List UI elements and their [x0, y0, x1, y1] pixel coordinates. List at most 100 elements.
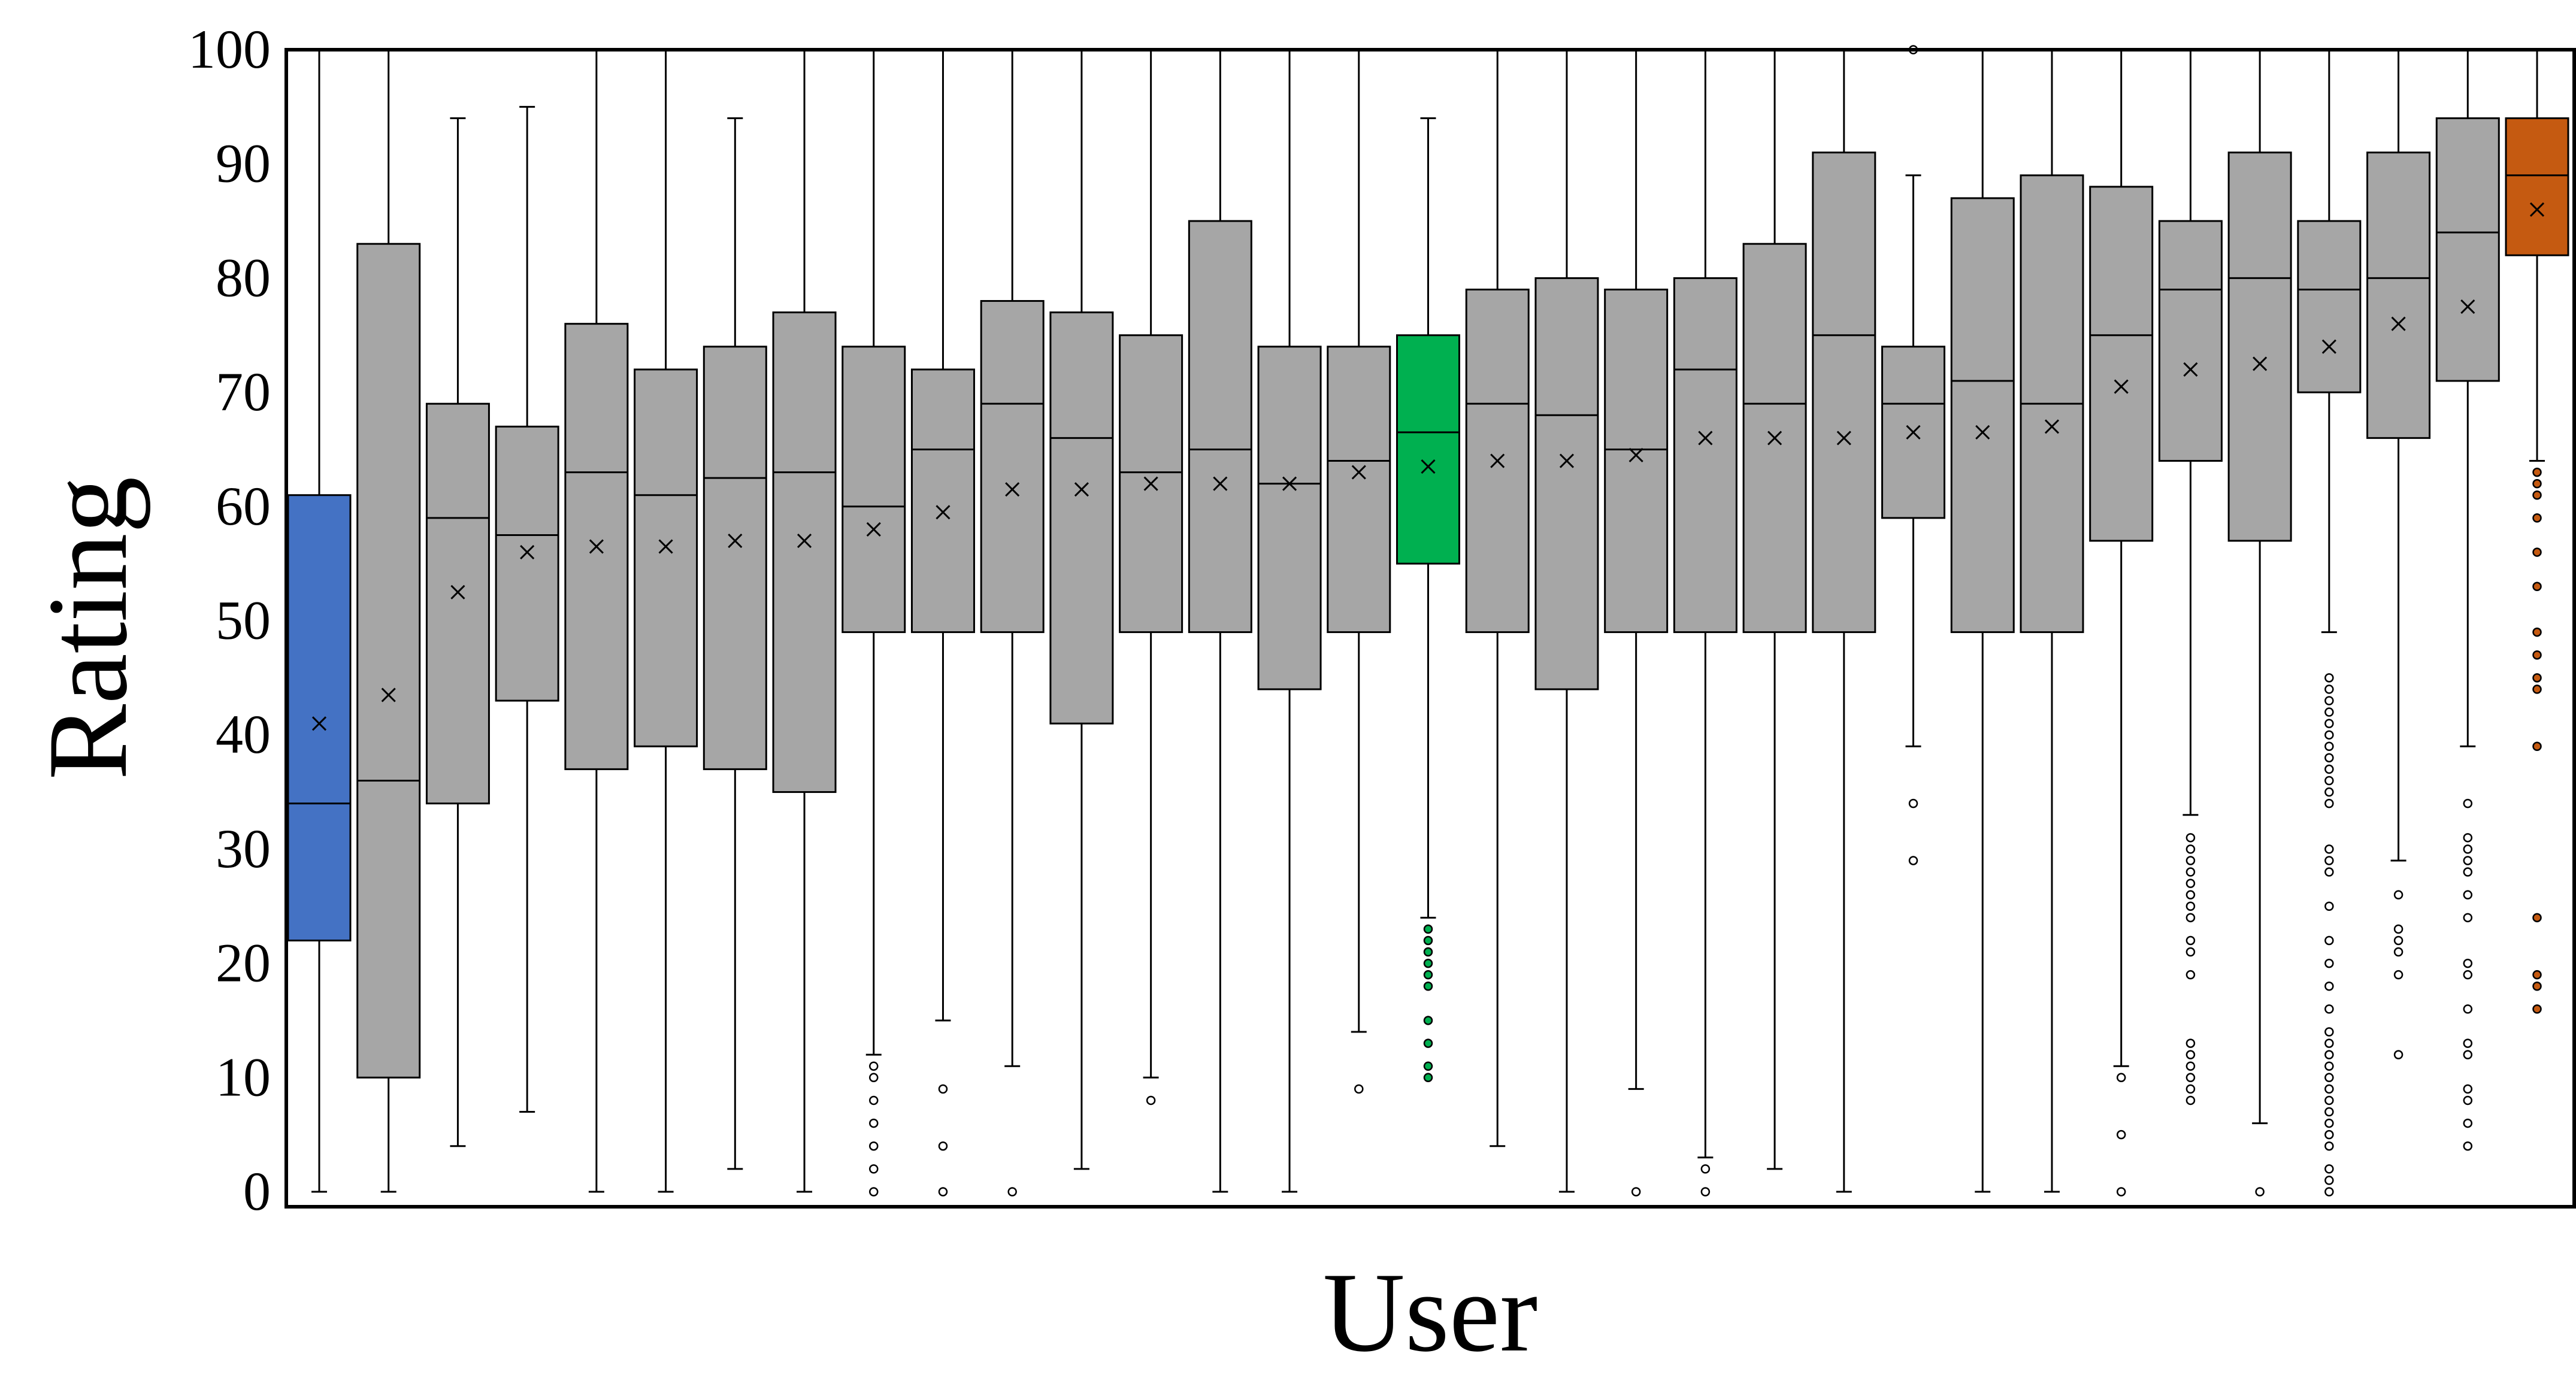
mean-marker	[1143, 476, 1158, 491]
outlier-point	[2324, 1084, 2334, 1094]
mean-marker	[936, 505, 951, 520]
outlier-point	[2463, 1084, 2473, 1094]
outlier-point	[2324, 1061, 2334, 1071]
outlier-point	[2324, 867, 2334, 877]
outlier-point	[2116, 1187, 2126, 1197]
box-3	[425, 117, 490, 1147]
y-tick-label: 10	[216, 1046, 271, 1107]
outlier-point	[2185, 901, 2196, 911]
box-2	[356, 49, 421, 1193]
mean-marker	[1282, 476, 1297, 491]
outlier-point	[2324, 764, 2334, 774]
outlier-point	[2324, 1141, 2334, 1151]
mean-marker	[2321, 339, 2336, 354]
outlier-point	[2324, 935, 2334, 946]
box-33	[2505, 49, 2569, 1014]
mean-marker	[1351, 465, 1366, 480]
outlier-point	[2324, 776, 2334, 786]
outlier-point	[2463, 833, 2473, 843]
outlier-point	[2393, 924, 2404, 934]
outlier-point	[1007, 1187, 1017, 1197]
outlier-point	[2324, 696, 2334, 705]
box-29	[2227, 49, 2292, 1197]
outlier-point	[2324, 741, 2334, 752]
outlier-point	[2324, 844, 2334, 854]
outlier-point	[2185, 856, 2196, 865]
mean-marker	[658, 539, 673, 554]
box-body	[495, 425, 559, 702]
x-axis-title: User	[1323, 1250, 1538, 1376]
outlier-point	[2324, 673, 2334, 683]
mean-marker	[2183, 362, 2198, 377]
outlier-point	[2185, 1061, 2196, 1071]
outlier-point	[2185, 947, 2196, 957]
box-19	[1534, 49, 1599, 1193]
mean-marker	[311, 716, 327, 731]
outlier-point	[2324, 1027, 2334, 1037]
outlier-point	[2532, 1004, 2542, 1014]
outlier-point	[2532, 650, 2542, 660]
y-axis-ticks: 0 10 20 30 40 50 60 70 80 90 100	[188, 19, 271, 1222]
box-body	[910, 368, 975, 634]
box-body	[2089, 186, 2154, 542]
outlier-point	[2116, 1073, 2126, 1083]
outlier-point	[2463, 1141, 2473, 1151]
mean-marker	[450, 585, 465, 599]
outlier-point	[2393, 970, 2404, 980]
outlier-point	[2463, 958, 2473, 968]
box-body	[2366, 152, 2431, 439]
box-body	[1327, 346, 1391, 634]
outlier-point	[1908, 798, 1918, 808]
box-11	[980, 49, 1045, 1197]
outlier-point	[2463, 1038, 2473, 1048]
outlier-point	[2324, 1118, 2334, 1128]
box-body	[841, 346, 906, 634]
box-body	[1049, 311, 1114, 725]
outlier-point	[2393, 890, 2404, 900]
outlier-point	[869, 1118, 879, 1128]
outlier-point	[2393, 947, 2404, 957]
outlier-point	[2532, 490, 2542, 500]
box-8	[772, 49, 837, 1193]
outlier-point	[2324, 1176, 2334, 1185]
outlier-point	[2532, 741, 2542, 752]
outlier-point	[2324, 958, 2334, 968]
mean-marker	[2253, 356, 2268, 371]
outlier-point	[2185, 913, 2196, 923]
box-body	[356, 243, 421, 1079]
outlier-point	[2463, 1118, 2473, 1128]
outlier-point	[2324, 1187, 2334, 1197]
box-18	[1465, 49, 1530, 1147]
outlier-point	[869, 1061, 879, 1071]
outlier-point	[938, 1141, 948, 1151]
outlier-point	[1423, 924, 1433, 934]
mean-marker	[1628, 447, 1643, 463]
chart-marks	[287, 45, 2569, 1197]
box-14	[1188, 49, 1252, 1193]
mean-marker	[2114, 379, 2129, 394]
outlier-point	[2324, 753, 2334, 763]
outlier-point	[2463, 844, 2473, 854]
outlier-point	[2463, 1004, 2473, 1014]
box-body	[2297, 220, 2362, 393]
outlier-point	[2324, 685, 2334, 694]
outlier-point	[1423, 947, 1433, 957]
outlier-point	[869, 1187, 879, 1197]
box-body	[1534, 277, 1599, 691]
outlier-point	[2532, 685, 2542, 694]
box-28	[2158, 49, 2223, 1106]
box-body	[1188, 220, 1252, 634]
mean-marker	[2391, 316, 2406, 331]
mean-marker	[2460, 299, 2475, 314]
mean-marker	[1767, 431, 1782, 446]
outlier-point	[938, 1187, 948, 1197]
outlier-point	[1631, 1187, 1641, 1197]
box-body	[1673, 277, 1737, 634]
outlier-point	[2185, 844, 2196, 854]
outlier-point	[2532, 547, 2542, 557]
outlier-point	[2393, 935, 2404, 946]
outlier-point	[1423, 1016, 1433, 1025]
outlier-point	[2463, 867, 2473, 877]
mean-marker	[1005, 482, 1020, 497]
